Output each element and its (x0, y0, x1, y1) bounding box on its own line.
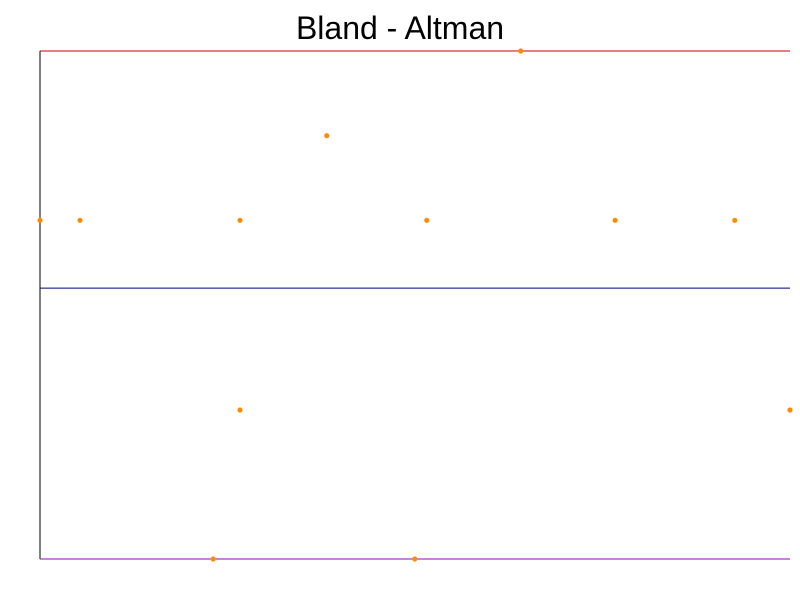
data-point (237, 217, 243, 223)
data-point (210, 556, 216, 562)
data-point (324, 133, 330, 139)
axes (39, 51, 790, 560)
reference-lines (40, 50, 790, 560)
data-point (37, 217, 43, 223)
data-point (732, 217, 738, 223)
data-point (77, 217, 83, 223)
data-points (37, 48, 793, 562)
data-point (787, 407, 793, 413)
data-point (412, 556, 418, 562)
chart-title: Bland - Altman (295, 10, 505, 46)
data-point (612, 217, 618, 223)
data-point (237, 407, 243, 413)
data-point (518, 48, 524, 54)
data-point (424, 217, 430, 223)
